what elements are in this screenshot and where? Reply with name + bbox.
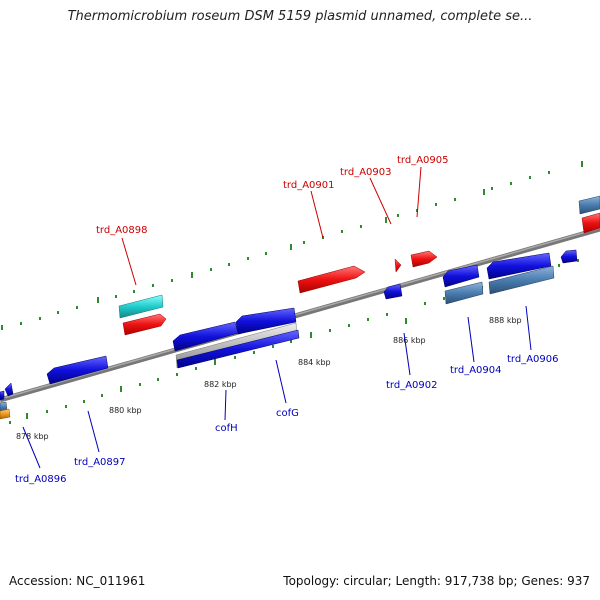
scale-label-886: 886 kbp xyxy=(393,336,426,345)
gene-arrow-cofh[interactable] xyxy=(172,321,239,352)
gene-label-trd-a0901[interactable]: trd_A0901 xyxy=(283,180,335,191)
accession-text: Accession: NC_011961 xyxy=(9,574,146,588)
gene-arrow-trd-a0902[interactable] xyxy=(383,283,403,300)
genome-backbone-highlight xyxy=(0,227,600,400)
gene-arrow-right-small[interactable] xyxy=(560,249,578,264)
gene-label-cofg[interactable]: cofG xyxy=(276,408,299,419)
gene-arrow-trd-a0898[interactable] xyxy=(122,313,167,336)
gene-arrow-trd-a0903[interactable] xyxy=(394,258,402,273)
scale-label-884: 884 kbp xyxy=(298,358,331,367)
gene-label-trd-a0898[interactable]: trd_A0898 xyxy=(96,225,148,236)
gene-label-trd-a0906[interactable]: trd_A0906 xyxy=(507,354,559,365)
gene-arrow-trd-a0904[interactable] xyxy=(442,264,480,288)
gene-label-trd-a0903[interactable]: trd_A0903 xyxy=(340,167,392,178)
gene-label-trd-a0905[interactable]: trd_A0905 xyxy=(397,155,449,166)
scale-label-888: 888 kbp xyxy=(489,316,522,325)
gene-arrow-trd-a0905[interactable] xyxy=(410,250,438,268)
feature-steelblue-b[interactable] xyxy=(488,265,555,295)
gene-label-cofh[interactable]: cofH xyxy=(215,423,238,434)
genome-backbone xyxy=(0,226,600,403)
feature-cyan[interactable] xyxy=(118,294,164,319)
gene-label-trd-a0904[interactable]: trd_A0904 xyxy=(450,365,502,376)
gene-arrow-right-edge-forward[interactable] xyxy=(581,212,600,234)
gene-label-trd-a0902[interactable]: trd_A0902 xyxy=(386,380,438,391)
scale-label-880: 880 kbp xyxy=(109,406,142,415)
scale-label-878: 878 kbp xyxy=(16,432,49,441)
gene-arrow-left-edge-reverse[interactable] xyxy=(0,390,5,401)
gene-arrow-cofg[interactable] xyxy=(235,307,297,335)
topology-stats-text: Topology: circular; Length: 917,738 bp; … xyxy=(283,574,590,588)
forward-label-leaders xyxy=(121,166,422,286)
reverse-label-leaders xyxy=(22,305,532,469)
map-title: Thermomicrobium roseum DSM 5159 plasmid … xyxy=(67,9,533,24)
gene-label-trd-a0897[interactable]: trd_A0897 xyxy=(74,457,126,468)
gene-arrow-trd-a0901[interactable] xyxy=(297,265,366,294)
gene-label-trd-a0896[interactable]: trd_A0896 xyxy=(15,474,67,485)
gene-arrow-trd-a0896[interactable] xyxy=(4,382,14,397)
feature-steelblue-a[interactable] xyxy=(444,281,484,305)
scale-label-882: 882 kbp xyxy=(204,380,237,389)
feature-orange-left-edge[interactable] xyxy=(0,408,11,420)
gene-arrow-trd-a0906[interactable] xyxy=(486,252,552,280)
feature-steelblue-right-edge[interactable] xyxy=(578,195,600,215)
gene-arrow-trd-a0897[interactable] xyxy=(46,355,109,385)
gene-arrow-cofh-lower[interactable] xyxy=(176,329,300,369)
